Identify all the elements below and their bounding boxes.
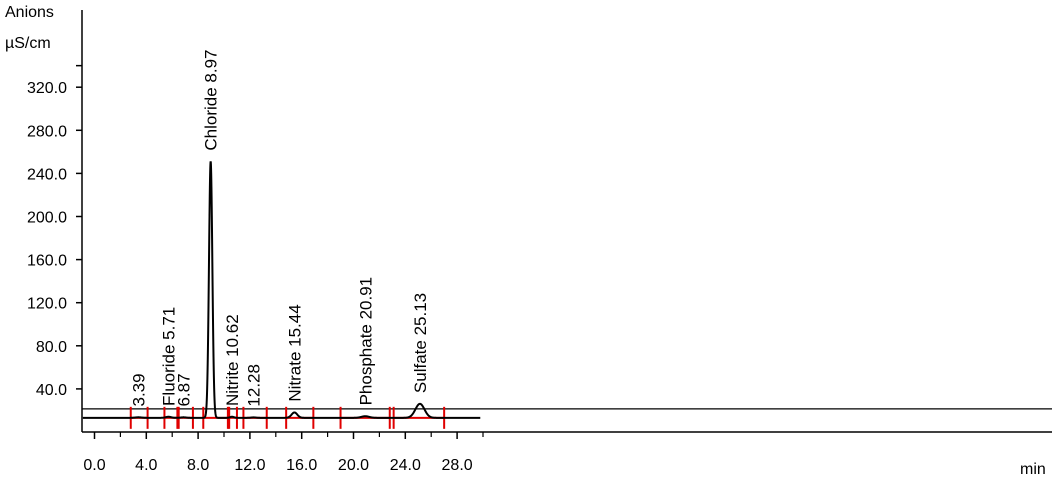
peak-label: Nitrate 15.44 — [285, 304, 304, 401]
peak-label: Phosphate 20.91 — [356, 277, 375, 406]
y-tick-label: 280.0 — [27, 123, 67, 140]
peak-labels: 3.39 Fluoride 5.716.87 Chloride 8.97 Nitrit… — [129, 50, 429, 407]
x-tick-label: 8.0 — [187, 457, 209, 474]
x-axis-ticks: 0.0 4.0 8.0 12.0 16.0 20.0 24.0 28.0 — [83, 432, 484, 474]
y-tick-label: 160.0 — [27, 253, 67, 270]
peak-label: 6.87 — [175, 373, 194, 406]
y-axis-title-line1: Anions — [5, 4, 54, 21]
peak-label: Nitrite 10.62 — [223, 314, 242, 406]
x-tick-label: 16.0 — [286, 457, 317, 474]
y-axis-ticks: 40.0 80.0 120.0 160.0 200.0 240.0 280.0 320.0 — [27, 64, 82, 399]
y-tick-label: 40.0 — [36, 382, 67, 399]
x-axis-title: min — [1020, 461, 1046, 478]
x-tick-label: 24.0 — [390, 457, 421, 474]
x-tick-label: 0.0 — [83, 457, 105, 474]
peak-label: Chloride 8.97 — [202, 50, 221, 151]
chromatogram-trace — [82, 161, 481, 419]
x-tick-label: 28.0 — [442, 457, 473, 474]
peak-label: Sulfate 25.13 — [411, 293, 430, 393]
y-tick-label: 240.0 — [27, 166, 67, 183]
y-tick-label: 80.0 — [36, 339, 67, 356]
x-tick-label: 4.0 — [135, 457, 157, 474]
y-tick-label: 200.0 — [27, 210, 67, 227]
peak-label: 3.39 — [129, 373, 148, 406]
y-tick-label: 120.0 — [27, 296, 67, 313]
x-tick-label: 12.0 — [234, 457, 265, 474]
y-tick-label: 320.0 — [27, 80, 67, 97]
x-tick-label: 20.0 — [338, 457, 369, 474]
y-axis-title-line2: µS/cm — [5, 35, 51, 52]
peak-label: 12.28 — [245, 364, 264, 407]
peak-label: Fluoride 5.71 — [159, 307, 178, 406]
